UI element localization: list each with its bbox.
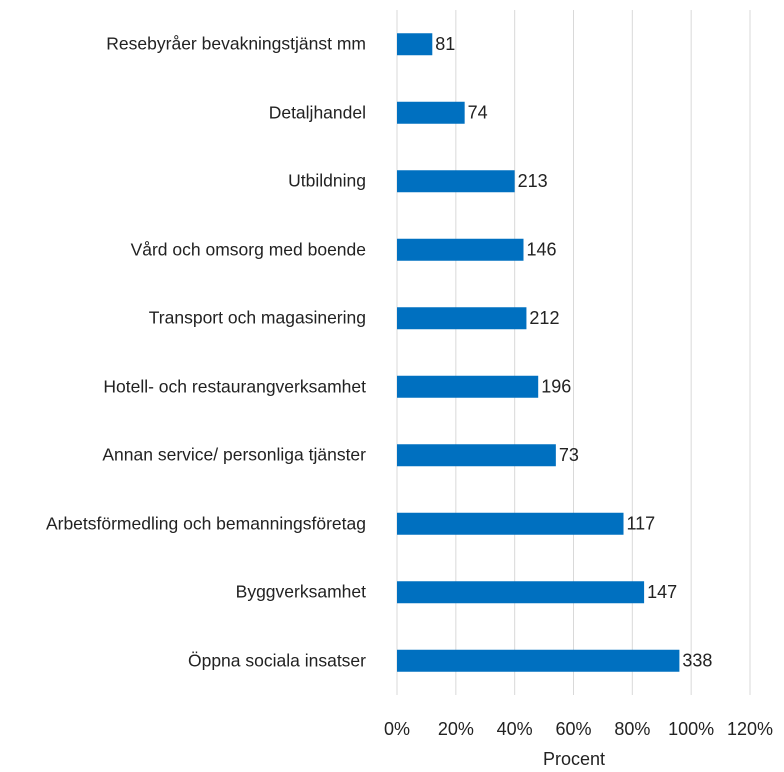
y-tick-label: Detaljhandel <box>268 102 366 123</box>
data-label: 117 <box>627 514 656 534</box>
y-tick-label-box: Resebyråer bevakningstjänst mm <box>106 31 366 58</box>
y-tick-label: Utbildning <box>288 170 366 191</box>
data-label: 213 <box>518 171 548 191</box>
y-tick-label-box: Vård och omsorg med boende <box>131 236 366 263</box>
bar <box>397 581 645 604</box>
y-tick-label-box: Arbetsförmedling och bemanningsföretag <box>46 510 366 537</box>
bar <box>397 649 680 672</box>
y-tick-label: Arbetsförmedling och bemanningsföretag <box>45 513 366 534</box>
y-tick-label-box: Hotell- och restaurangverksamhet <box>103 373 366 400</box>
data-label: 81 <box>435 34 455 54</box>
x-tick-label: 100% <box>668 719 714 739</box>
y-tick-label: Annan service/ personliga tjänster <box>102 444 366 465</box>
y-tick-label-box: Transport och magasinering <box>149 305 366 332</box>
x-tick-label: 80% <box>614 719 650 739</box>
data-label: 74 <box>468 103 488 123</box>
data-label: 146 <box>526 240 556 260</box>
data-label: 338 <box>682 651 712 671</box>
data-label: 196 <box>541 377 571 397</box>
y-tick-label: Öppna sociala insatser <box>187 650 366 671</box>
x-tick-label: 60% <box>555 719 591 739</box>
data-label: 73 <box>559 445 579 465</box>
y-tick-label: Byggverksamhet <box>235 581 366 602</box>
y-tick-label: Vård och omsorg med boende <box>130 239 366 260</box>
bar <box>397 33 433 56</box>
x-tick-label: 20% <box>438 719 474 739</box>
y-tick-label: Transport och magasinering <box>148 307 366 328</box>
y-tick-label-box: Byggverksamhet <box>236 579 366 606</box>
y-tick-label: Resebyråer bevakningstjänst mm <box>106 33 366 54</box>
bar <box>397 512 624 535</box>
x-tick-label: 0% <box>384 719 410 739</box>
y-tick-label-box: Utbildning <box>288 168 366 195</box>
y-tick-label-box: Annan service/ personliga tjänster <box>102 442 366 469</box>
x-tick-label: 40% <box>497 719 533 739</box>
data-label: 147 <box>647 582 677 602</box>
x-tick-label: 120% <box>727 719 773 739</box>
bar <box>397 238 524 261</box>
data-label: 212 <box>529 308 559 328</box>
y-tick-label: Hotell- och restaurangverksamhet <box>103 376 366 397</box>
y-tick-label-box: Öppna sociala insatser <box>188 647 366 674</box>
bar <box>397 444 556 467</box>
bar <box>397 170 515 193</box>
x-axis-label: Procent <box>543 749 605 769</box>
bar <box>397 101 465 124</box>
y-tick-label-box: Detaljhandel <box>269 99 366 126</box>
bar <box>397 307 527 330</box>
bar <box>397 375 539 398</box>
